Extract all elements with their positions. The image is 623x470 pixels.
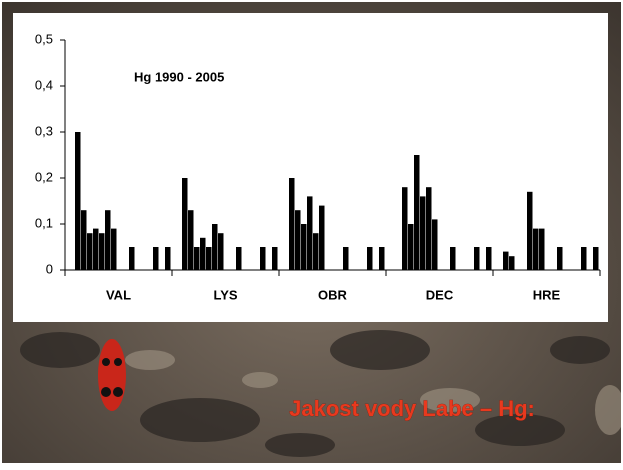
bar: [408, 224, 414, 270]
bar: [99, 233, 105, 270]
bar: [509, 256, 515, 270]
bar: [206, 247, 212, 270]
chart-panel: [13, 13, 608, 322]
bar: [212, 224, 218, 270]
bar: [319, 206, 325, 270]
bar: [153, 247, 159, 270]
bar: [194, 247, 200, 270]
bar: [75, 132, 81, 270]
slide-title: Jakost vody Labe – Hg:: [289, 396, 535, 421]
bar: [486, 247, 492, 270]
annotation: Hg 1990 - 2005: [134, 69, 224, 84]
y-tick-label: 0,2: [35, 169, 53, 184]
bar: [188, 210, 194, 270]
x-tick-label: HRE: [533, 287, 561, 302]
bar: [539, 229, 545, 270]
bar: [129, 247, 135, 270]
bar: [289, 178, 295, 270]
bar: [450, 247, 456, 270]
bar: [557, 247, 563, 270]
y-tick-label: 0,4: [35, 77, 53, 92]
bar: [182, 178, 188, 270]
y-tick-label: 0,3: [35, 123, 53, 138]
x-tick-label: OBR: [318, 287, 348, 302]
bar: [343, 247, 349, 270]
bar: [236, 247, 242, 270]
bar: [367, 247, 373, 270]
bar: [200, 238, 206, 270]
bar: [260, 247, 266, 270]
bar: [93, 229, 99, 270]
bar: [218, 233, 224, 270]
bar: [533, 229, 539, 270]
bar: [581, 247, 587, 270]
bar: [111, 229, 117, 270]
x-tick-label: VAL: [106, 287, 131, 302]
bar: [105, 210, 111, 270]
bar: [165, 247, 171, 270]
y-tick-label: 0,1: [35, 215, 53, 230]
bar: [420, 196, 426, 270]
bar: [272, 247, 278, 270]
bar: [402, 187, 408, 270]
x-tick-label: LYS: [213, 287, 237, 302]
bar: [87, 233, 93, 270]
bar: [301, 224, 307, 270]
bar: [379, 247, 385, 270]
bug: [98, 339, 126, 411]
slide: Hg 1990 - 2005 Jakost vody Labe – Hg: 0 0…: [0, 0, 623, 465]
bar: [432, 219, 438, 270]
bar: [295, 210, 301, 270]
page: Hg 1990 - 2005 Jakost vody Labe – Hg: 0 0…: [0, 0, 623, 465]
bar: [426, 187, 432, 270]
x-tick-label: DEC: [426, 287, 454, 302]
bar: [307, 196, 313, 270]
bar: [414, 155, 420, 270]
bar: [313, 233, 319, 270]
y-tick-label: 0,5: [35, 31, 53, 46]
bar: [503, 252, 509, 270]
bar: [81, 210, 87, 270]
bar: [527, 192, 533, 270]
bar: [474, 247, 480, 270]
y-tick-label: 0: [46, 261, 53, 276]
bar: [593, 247, 599, 270]
